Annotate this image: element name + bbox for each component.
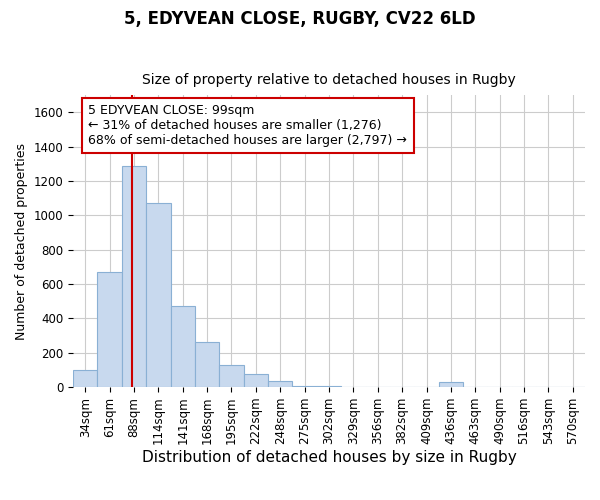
Text: 5, EDYVEAN CLOSE, RUGBY, CV22 6LD: 5, EDYVEAN CLOSE, RUGBY, CV22 6LD: [124, 10, 476, 28]
Bar: [244, 374, 268, 387]
Bar: [268, 381, 292, 387]
Text: 5 EDYVEAN CLOSE: 99sqm
← 31% of detached houses are smaller (1,276)
68% of semi-: 5 EDYVEAN CLOSE: 99sqm ← 31% of detached…: [88, 104, 407, 147]
Bar: [195, 342, 220, 387]
Bar: [170, 306, 195, 387]
Bar: [439, 382, 463, 387]
Bar: [122, 166, 146, 387]
X-axis label: Distribution of detached houses by size in Rugby: Distribution of detached houses by size …: [142, 450, 517, 465]
Bar: [220, 365, 244, 387]
Bar: [317, 386, 341, 387]
Bar: [292, 386, 317, 387]
Bar: [73, 370, 97, 387]
Bar: [97, 272, 122, 387]
Bar: [146, 204, 170, 387]
Title: Size of property relative to detached houses in Rugby: Size of property relative to detached ho…: [142, 73, 516, 87]
Y-axis label: Number of detached properties: Number of detached properties: [15, 142, 28, 340]
